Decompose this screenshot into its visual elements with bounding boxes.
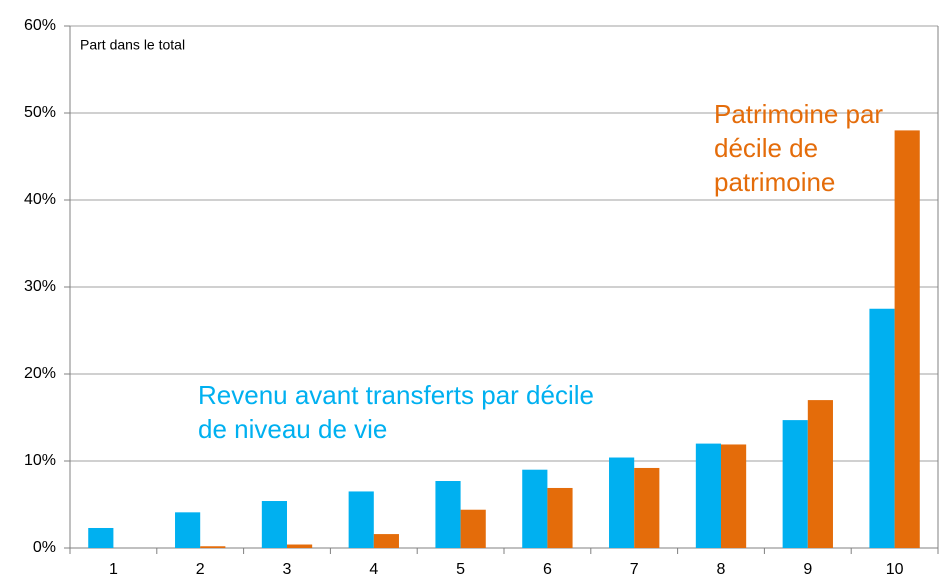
y-tick-label: 0% <box>33 539 56 556</box>
bar <box>634 467 660 548</box>
x-tick-label: 2 <box>196 561 205 578</box>
bar <box>782 420 808 548</box>
y-tick-label: 50% <box>24 104 56 121</box>
bar <box>460 509 486 548</box>
bar <box>373 534 399 548</box>
bar <box>287 544 313 548</box>
x-tick-label: 6 <box>543 561 552 578</box>
bar <box>348 491 374 548</box>
x-tick-label: 4 <box>369 561 378 578</box>
series-label: Patrimoine par décile de patrimoine <box>714 99 884 197</box>
bar <box>175 512 201 548</box>
bar <box>869 308 895 548</box>
x-tick-label: 9 <box>803 561 812 578</box>
x-tick-label: 1 <box>109 561 118 578</box>
y-tick-label: 40% <box>24 191 56 208</box>
y-tick-label: 60% <box>24 17 56 34</box>
bar <box>894 130 920 548</box>
axis-label: Part dans le total <box>80 37 185 53</box>
bar <box>88 527 114 548</box>
y-tick-label: 30% <box>24 278 56 295</box>
x-tick-label: 7 <box>630 561 639 578</box>
bar <box>807 400 833 548</box>
bar <box>200 546 226 548</box>
series-label: Revenu avant transferts par décile de ni… <box>198 380 594 444</box>
bar <box>609 457 635 548</box>
bar <box>522 469 548 548</box>
y-tick-label: 20% <box>24 365 56 382</box>
bar <box>261 501 287 548</box>
x-tick-label: 3 <box>283 561 292 578</box>
x-tick-label: 8 <box>717 561 726 578</box>
bar <box>435 481 461 548</box>
x-tick-label: 10 <box>886 561 904 578</box>
bar <box>547 487 573 548</box>
x-tick-label: 5 <box>456 561 465 578</box>
bar <box>721 444 747 548</box>
y-tick-label: 10% <box>24 452 56 469</box>
bar <box>695 443 721 548</box>
